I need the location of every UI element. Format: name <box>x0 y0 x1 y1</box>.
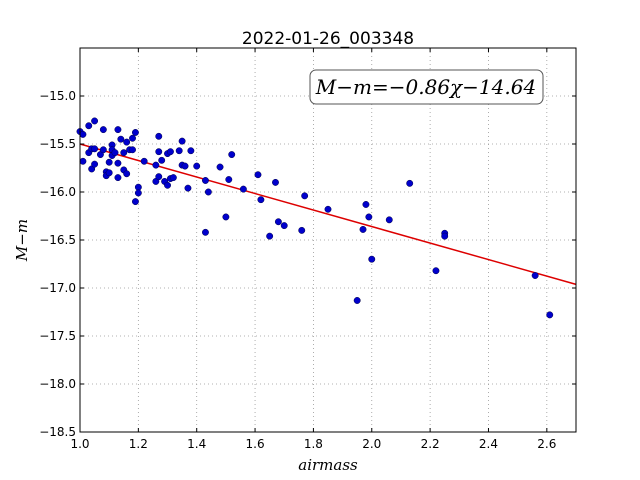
data-point <box>406 179 414 187</box>
y-tick-label: −18.0 <box>39 377 76 391</box>
data-point <box>228 151 236 159</box>
data-point <box>385 216 393 224</box>
data-point <box>280 222 288 230</box>
data-point <box>254 171 262 179</box>
data-point <box>362 201 370 208</box>
data-point <box>169 174 177 182</box>
data-point <box>432 267 440 275</box>
data-point <box>365 213 373 221</box>
fit-equation-box: M−m=−0.86χ−14.64 <box>309 69 544 105</box>
data-point <box>134 183 142 191</box>
data-point <box>105 169 113 177</box>
data-point <box>184 184 192 192</box>
y-axis-ticks: −15.0 −15.5 −16.0 −16.5 −17.0 −17.5 −18.0 −18.5 <box>39 89 576 439</box>
y-tick-label: −15.0 <box>39 89 76 103</box>
data-point <box>202 177 209 184</box>
x-tick-label: 1.0 <box>70 437 89 451</box>
data-point <box>91 117 99 125</box>
data-point <box>117 135 125 143</box>
x-tick-label: 2.0 <box>362 437 381 451</box>
x-tick-label: 1.4 <box>187 437 206 451</box>
fit-equation: M−m=−0.86χ−14.64 <box>315 75 536 99</box>
data-point <box>164 181 171 189</box>
data-point <box>123 138 131 146</box>
data-point <box>114 126 122 134</box>
data-point <box>546 311 554 319</box>
data-point <box>155 132 163 140</box>
y-tick-label: −15.5 <box>39 137 76 151</box>
data-point <box>222 213 230 221</box>
x-axis-label: airmass <box>298 456 358 474</box>
data-point <box>166 148 174 156</box>
data-point <box>99 146 107 154</box>
y-tick-label: −16.5 <box>39 233 76 247</box>
y-axis-label: M−m <box>13 219 31 262</box>
data-point <box>368 255 376 263</box>
x-tick-label: 1.6 <box>246 437 265 451</box>
data-point <box>175 147 183 155</box>
data-point <box>225 176 233 183</box>
data-point <box>120 149 128 157</box>
data-point <box>204 188 212 196</box>
data-point <box>131 198 139 206</box>
data-point <box>91 145 99 153</box>
data-point <box>202 228 209 236</box>
x-tick-label: 1.2 <box>129 437 148 451</box>
data-point <box>216 163 224 171</box>
data-point <box>239 185 247 193</box>
data-point <box>187 147 195 155</box>
data-point <box>181 162 189 170</box>
data-point <box>105 158 113 166</box>
data-point <box>111 149 119 157</box>
data-point <box>85 122 93 130</box>
data-point <box>193 162 201 170</box>
y-tick-label: −16.0 <box>39 185 76 199</box>
data-point <box>91 160 99 168</box>
fit-line-layer <box>79 143 577 286</box>
data-point <box>99 126 107 134</box>
data-point <box>274 218 282 226</box>
y-tick-label: −17.5 <box>39 329 76 343</box>
y-tick-label: −18.5 <box>39 425 76 439</box>
x-tick-label: 1.8 <box>304 437 323 451</box>
data-point <box>114 174 122 182</box>
data-point <box>155 173 163 181</box>
data-point <box>123 170 131 178</box>
data-point <box>301 192 309 200</box>
data-point <box>272 178 279 186</box>
data-point <box>266 232 274 240</box>
data-point <box>531 272 539 279</box>
data-points <box>76 117 554 319</box>
data-point <box>140 157 148 165</box>
fit-equation-frame <box>309 69 544 105</box>
data-point <box>134 189 142 197</box>
data-point <box>441 232 449 240</box>
x-axis-ticks: 1.0 1.2 1.4 1.6 1.8 2.0 2.2 2.4 2.6 <box>70 48 556 451</box>
data-point <box>79 157 87 165</box>
x-tick-label: 2.2 <box>421 437 440 451</box>
data-point <box>152 161 160 169</box>
x-tick-label: 2.4 <box>479 437 498 451</box>
data-point <box>178 137 186 145</box>
chart-title: 2022-01-26_003348 <box>242 29 414 49</box>
data-point <box>114 159 122 167</box>
data-point <box>257 196 265 204</box>
x-tick-label: 2.6 <box>537 437 556 451</box>
data-point <box>324 205 332 213</box>
data-point <box>359 225 367 233</box>
data-point <box>129 146 136 154</box>
data-point <box>353 297 361 304</box>
data-point <box>131 129 139 136</box>
y-tick-label: −17.0 <box>39 281 76 295</box>
data-point <box>155 148 163 156</box>
grid <box>79 48 576 433</box>
data-point <box>129 134 136 142</box>
fit-line <box>79 143 577 286</box>
data-point <box>158 156 166 164</box>
data-point <box>298 226 306 234</box>
data-point <box>79 130 87 138</box>
